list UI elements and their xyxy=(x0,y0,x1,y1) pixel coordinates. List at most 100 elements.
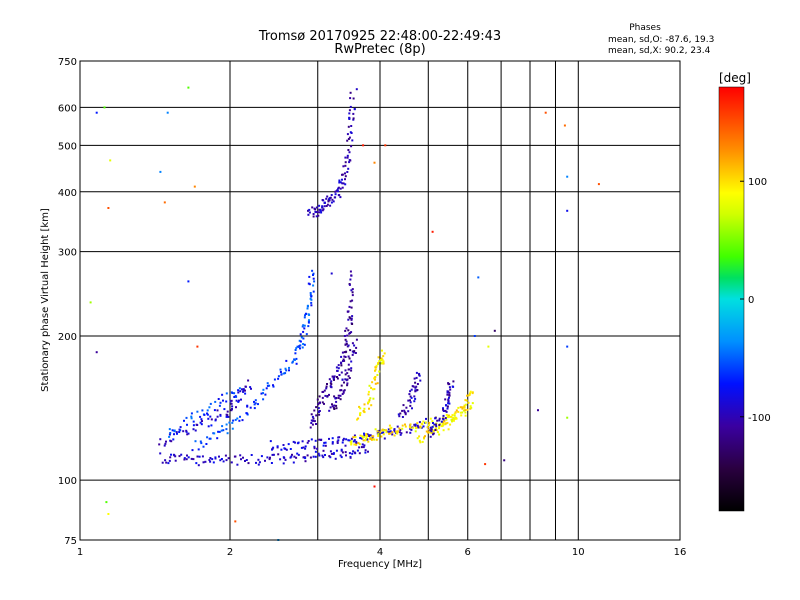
data-point xyxy=(340,361,343,364)
data-point xyxy=(306,307,309,310)
data-point xyxy=(374,428,377,431)
data-point xyxy=(186,454,188,457)
data-point xyxy=(348,118,351,120)
data-point xyxy=(326,195,329,198)
data-point xyxy=(367,401,370,404)
data-point xyxy=(350,289,353,292)
data-point xyxy=(365,437,368,440)
data-point xyxy=(225,400,228,403)
y-tick-label: 75 xyxy=(64,536,77,547)
data-point xyxy=(296,345,299,348)
data-point xyxy=(368,384,371,387)
data-point xyxy=(322,444,325,447)
data-point xyxy=(329,196,332,199)
data-point xyxy=(107,207,110,209)
data-point xyxy=(316,447,319,450)
data-point xyxy=(282,456,285,459)
data-point xyxy=(185,429,188,432)
data-point xyxy=(448,391,451,394)
colorbar-ticks: 100 0 -100 xyxy=(740,177,771,424)
data-point xyxy=(168,433,171,436)
data-point xyxy=(344,183,347,186)
data-point xyxy=(429,429,432,432)
data-point xyxy=(359,437,362,439)
data-point xyxy=(176,432,178,435)
data-point xyxy=(409,426,412,429)
data-point xyxy=(359,434,362,437)
data-point xyxy=(335,400,338,403)
data-point xyxy=(190,415,193,418)
data-point xyxy=(168,459,171,462)
data-point xyxy=(375,364,378,367)
data-point xyxy=(315,414,318,417)
data-point xyxy=(463,406,466,409)
data-point xyxy=(449,423,452,426)
data-point xyxy=(451,414,454,417)
data-point xyxy=(233,396,236,398)
data-point xyxy=(311,206,314,209)
data-point xyxy=(397,430,399,433)
data-point xyxy=(318,438,321,441)
data-point xyxy=(566,416,569,419)
data-point xyxy=(342,165,345,168)
data-point xyxy=(318,211,321,214)
data-point xyxy=(366,438,369,441)
data-point xyxy=(307,440,310,442)
data-point xyxy=(304,460,307,463)
data-point xyxy=(224,454,227,457)
data-point xyxy=(335,397,338,399)
data-point xyxy=(318,454,321,457)
data-point xyxy=(260,392,263,395)
data-point xyxy=(358,405,361,408)
data-point xyxy=(348,136,351,139)
data-point xyxy=(330,272,333,275)
data-point xyxy=(398,431,401,434)
data-point xyxy=(314,439,317,442)
data-point xyxy=(333,375,336,378)
data-point xyxy=(227,457,230,460)
data-point xyxy=(338,374,341,376)
data-point xyxy=(320,439,322,441)
data-point xyxy=(349,278,352,281)
data-point xyxy=(347,125,350,128)
data-point xyxy=(442,414,445,417)
data-point xyxy=(249,386,252,389)
data-point xyxy=(288,366,290,369)
data-point xyxy=(430,428,433,431)
data-point xyxy=(422,425,425,428)
data-point xyxy=(255,461,257,464)
data-point xyxy=(441,425,443,428)
data-point xyxy=(266,382,269,385)
data-point xyxy=(183,457,186,460)
data-point xyxy=(414,397,417,400)
data-point xyxy=(322,199,325,202)
data-point xyxy=(429,426,432,429)
data-point xyxy=(214,456,217,459)
data-point xyxy=(389,432,392,435)
data-point xyxy=(381,358,384,361)
data-point xyxy=(348,305,351,308)
data-point xyxy=(382,433,385,436)
data-point xyxy=(247,379,250,382)
data-point xyxy=(280,373,283,376)
data-point xyxy=(262,388,265,391)
data-point xyxy=(244,385,247,388)
data-point xyxy=(247,462,250,465)
data-point xyxy=(378,360,381,363)
data-point xyxy=(199,440,202,443)
data-point xyxy=(345,327,348,330)
data-point xyxy=(190,417,193,420)
data-point xyxy=(295,357,298,360)
data-point xyxy=(344,369,347,372)
data-point xyxy=(307,209,309,212)
data-point xyxy=(159,452,162,455)
data-point xyxy=(164,442,167,445)
data-point xyxy=(442,418,445,421)
data-point xyxy=(249,406,252,409)
data-point xyxy=(446,393,449,396)
data-point xyxy=(350,437,353,440)
data-point xyxy=(466,394,469,397)
data-point xyxy=(284,367,287,370)
data-point xyxy=(344,356,347,358)
data-point xyxy=(207,417,210,420)
